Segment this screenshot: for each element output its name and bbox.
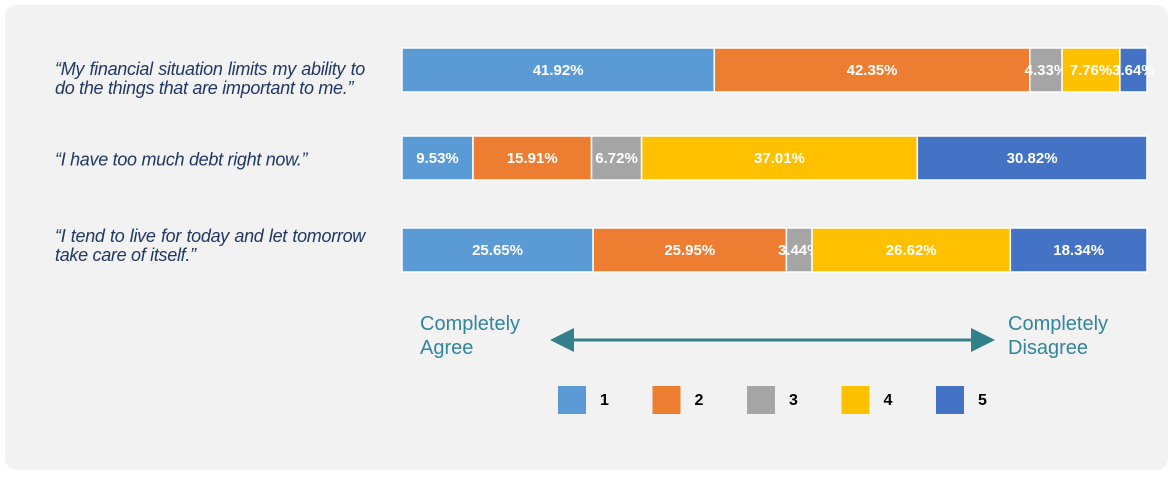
value-label: 7.76% <box>1070 62 1113 79</box>
bar-segment <box>916 135 1148 181</box>
value-label: 25.95% <box>664 242 715 259</box>
bar-segment <box>590 135 643 181</box>
bar-segment <box>1061 47 1121 93</box>
value-label: 15.91% <box>507 150 558 167</box>
legend-label: 5 <box>978 392 987 409</box>
value-label: 42.35% <box>847 62 898 79</box>
legend-swatch <box>841 386 870 414</box>
value-label: 30.82% <box>1007 150 1058 167</box>
legend-label: 3 <box>789 392 798 409</box>
value-label: 3.44% <box>778 242 821 259</box>
legend-swatch <box>936 386 964 414</box>
legend-label: 2 <box>695 392 704 409</box>
annotation: Completely Agree <box>420 313 521 359</box>
value-label: 4.33% <box>1025 62 1068 79</box>
bar-segment <box>401 227 594 273</box>
category-label: “I have too much debt right now.” <box>55 149 308 170</box>
bar-segment <box>640 135 919 181</box>
value-label: 3.64% <box>1112 62 1155 79</box>
bar-segment <box>472 135 593 181</box>
value-label: 37.01% <box>754 150 805 167</box>
bar-segment <box>713 47 1031 93</box>
category-label: “I tend to live for today and let tomorr… <box>55 226 365 265</box>
value-label: 18.34% <box>1053 242 1104 259</box>
legend-label: 1 <box>600 392 609 409</box>
legend-swatch <box>747 386 775 414</box>
value-label: 25.65% <box>472 242 523 259</box>
bar-segment <box>1119 47 1148 93</box>
value-label: 6.72% <box>595 150 638 167</box>
legend-swatch <box>558 386 586 414</box>
legend-swatch <box>652 386 681 414</box>
bar-segment <box>1009 227 1148 273</box>
category-label: “My financial situation limits my abilit… <box>55 59 365 98</box>
bar-segment <box>785 227 813 273</box>
bar-segment <box>401 135 474 181</box>
value-label: 41.92% <box>533 62 584 79</box>
bar-segment <box>401 47 716 93</box>
bar-segment <box>592 227 788 273</box>
legend-label: 4 <box>884 392 893 409</box>
value-label: 9.53% <box>416 150 459 167</box>
annotation: Completely Disagree <box>1008 313 1109 359</box>
value-label: 26.62% <box>886 242 937 259</box>
